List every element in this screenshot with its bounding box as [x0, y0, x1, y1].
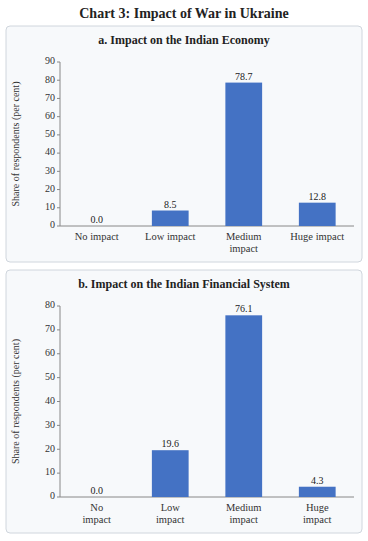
- x-tick-label-line: No impact: [75, 231, 119, 242]
- x-tick-label: Mediumimpact: [226, 502, 262, 525]
- y-tick-label: 90: [45, 55, 55, 66]
- data-label: 0.0: [91, 485, 104, 496]
- data-label: 8.5: [164, 199, 177, 210]
- x-tick-label-line: impact: [229, 514, 258, 525]
- x-tick-label: Hugeimpact: [303, 502, 332, 525]
- y-tick-label: 70: [45, 323, 55, 334]
- panel-0: a. Impact on the Indian Economy 0 10 20 30 40…: [6, 26, 362, 262]
- bar: [299, 203, 336, 226]
- bar: [225, 83, 262, 226]
- data-label: 0.0: [91, 214, 104, 225]
- y-tick-label: 10: [45, 201, 55, 212]
- y-tick-label: 30: [45, 419, 55, 430]
- y-tick-label: 40: [45, 395, 55, 406]
- data-label: 4.3: [311, 475, 324, 486]
- panel-box: [6, 26, 362, 262]
- y-tick-label: 0: [50, 490, 55, 501]
- bar: [152, 450, 189, 497]
- bar: [78, 226, 115, 227]
- y-tick-label: 50: [45, 371, 55, 382]
- chart-root: Chart 3: Impact of War in Ukraine a. Impa…: [0, 0, 368, 541]
- y-tick-label: 80: [45, 74, 55, 85]
- x-tick-label-line: Medium: [226, 231, 262, 242]
- x-tick-label-line: impact: [303, 514, 332, 525]
- y-tick-label: 70: [45, 92, 55, 103]
- bars: [152, 83, 336, 226]
- bar: [78, 497, 115, 498]
- chart-title: b. Impact on the Indian Financial System: [78, 277, 290, 291]
- y-tick-label: 50: [45, 128, 55, 139]
- y-axis: [60, 62, 61, 226]
- y-tick-label: 30: [45, 165, 55, 176]
- data-label: 19.6: [162, 438, 180, 449]
- bar: [152, 211, 189, 226]
- y-tick-label: 0: [50, 219, 55, 230]
- y-tick-label: 80: [45, 299, 55, 310]
- y-tick-label: 20: [45, 443, 55, 454]
- x-tick-label-line: Low: [161, 502, 181, 513]
- data-label: 76.1: [235, 303, 253, 314]
- x-tick-label-line: Medium: [226, 502, 262, 513]
- y-axis-label: Share of respondents (per cent): [10, 339, 22, 464]
- chart-title: a. Impact on the Indian Economy: [98, 33, 269, 47]
- y-tick-label: 20: [45, 183, 55, 194]
- data-label: 12.8: [309, 191, 327, 202]
- y-tick-label: 40: [45, 146, 55, 157]
- main-title: Chart 3: Impact of War in Ukraine: [79, 6, 288, 21]
- panel-1: b. Impact on the Indian Financial System…: [6, 270, 362, 533]
- y-tick-label: 60: [45, 110, 55, 121]
- x-tick-label: Mediumimpact: [226, 231, 262, 254]
- x-tick-label-line: impact: [229, 243, 258, 254]
- x-tick-label-line: Huge: [306, 502, 329, 513]
- data-label: 78.7: [235, 71, 253, 82]
- panel-box: [6, 270, 362, 533]
- x-tick-label: No impact: [75, 231, 119, 242]
- y-axis: [60, 306, 61, 497]
- bar: [225, 315, 262, 497]
- x-tick-label-line: impact: [156, 514, 185, 525]
- y-tick-label: 60: [45, 347, 55, 358]
- x-tick-label: Low impact: [145, 231, 196, 242]
- bars: [152, 315, 336, 497]
- x-tick-label: Huge impact: [290, 231, 344, 242]
- bar: [299, 487, 336, 497]
- x-tick-label-line: Low impact: [145, 231, 196, 242]
- x-tick-label-line: No: [90, 502, 103, 513]
- y-tick-label: 10: [45, 466, 55, 477]
- y-axis-label: Share of respondents (per cent): [10, 82, 22, 207]
- x-tick-label-line: impact: [82, 514, 111, 525]
- x-tick-label-line: Huge impact: [290, 231, 344, 242]
- x-tick-label: Noimpact: [82, 502, 111, 525]
- x-tick-label: Lowimpact: [156, 502, 185, 525]
